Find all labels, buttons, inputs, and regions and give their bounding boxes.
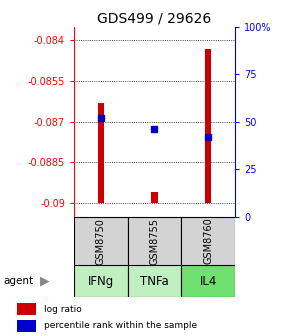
Bar — [17, 320, 36, 332]
Bar — [151, 192, 158, 203]
Text: percentile rank within the sample: percentile rank within the sample — [44, 322, 197, 330]
Text: agent: agent — [3, 276, 33, 286]
Bar — [128, 217, 181, 265]
Text: log ratio: log ratio — [44, 305, 82, 313]
Bar — [181, 217, 235, 265]
Text: IFNg: IFNg — [88, 275, 114, 288]
Text: GSM8755: GSM8755 — [149, 218, 160, 264]
Bar — [17, 303, 36, 315]
Title: GDS499 / 29626: GDS499 / 29626 — [97, 12, 211, 26]
Text: GSM8760: GSM8760 — [203, 218, 213, 264]
Bar — [128, 265, 181, 297]
Bar — [181, 265, 235, 297]
Text: GSM8750: GSM8750 — [96, 218, 106, 264]
Text: TNFa: TNFa — [140, 275, 169, 288]
Bar — [205, 49, 211, 203]
Text: ▶: ▶ — [40, 275, 50, 288]
Text: IL4: IL4 — [200, 275, 217, 288]
Bar — [74, 265, 128, 297]
Bar — [97, 103, 104, 203]
Bar — [74, 217, 128, 265]
